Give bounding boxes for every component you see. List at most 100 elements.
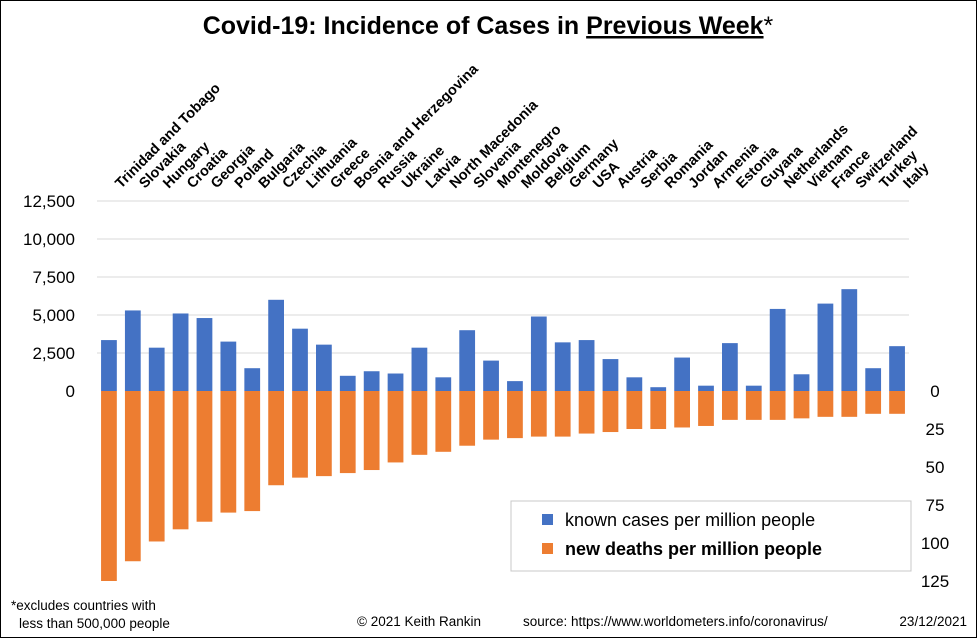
cases-bar	[459, 330, 476, 391]
deaths-bar	[769, 391, 786, 420]
deaths-bar	[698, 391, 714, 426]
cases-bar	[148, 347, 165, 391]
deaths-bar	[865, 391, 882, 414]
cases-bar	[841, 289, 858, 391]
footnote-line-1: *excludes countries with	[11, 598, 156, 613]
right-axis-ticks: 0 25 50 75 100 125	[921, 382, 949, 591]
left-axis-tick-label: 7,500	[32, 268, 75, 287]
gridlines	[97, 200, 909, 354]
bars	[101, 289, 905, 581]
deaths-bar	[650, 391, 667, 429]
deaths-bar	[268, 391, 284, 486]
legend-swatch-cases	[542, 514, 553, 525]
cases-bar	[292, 328, 308, 391]
deaths-bar	[196, 391, 213, 522]
left-axis-tick-label: 10,000	[23, 230, 75, 249]
cases-bar	[387, 373, 404, 391]
deaths-bar	[578, 391, 595, 434]
cases-bar	[722, 343, 738, 391]
right-axis-tick-label: 75	[926, 496, 945, 515]
cases-bar	[602, 359, 619, 391]
deaths-bar	[244, 391, 261, 512]
source-text: source: https://www.worldometers.info/co…	[523, 614, 828, 629]
deaths-bar	[459, 391, 476, 446]
cases-bar	[507, 381, 523, 391]
cases-bar	[745, 385, 762, 391]
deaths-bar	[507, 391, 523, 439]
cases-bar	[172, 313, 189, 391]
deaths-bar	[722, 391, 738, 420]
deaths-bar	[841, 391, 858, 417]
cases-bar	[793, 374, 810, 391]
deaths-bar	[674, 391, 690, 428]
cases-bar	[626, 377, 643, 391]
left-axis-ticks: 0 2,500 5,000 7,500 10,000 12,500	[23, 192, 75, 401]
cases-bar	[530, 316, 547, 391]
cases-bar	[220, 341, 237, 391]
cases-bar	[124, 310, 141, 391]
deaths-bar	[101, 391, 117, 581]
deaths-bar	[793, 391, 810, 419]
deaths-bar	[292, 391, 308, 478]
cases-bar	[889, 346, 905, 391]
category-labels: Trinidad and TobagoSlovakiaHungaryCroati…	[112, 61, 932, 192]
cases-bar	[698, 385, 714, 391]
cases-bar	[244, 368, 261, 391]
legend-label-deaths: new deaths per million people	[565, 539, 822, 559]
cases-bar	[554, 342, 571, 391]
cases-bar	[769, 308, 786, 391]
left-axis-tick-label: 0	[66, 382, 75, 401]
right-axis-tick-label: 0	[930, 382, 939, 401]
deaths-bar	[172, 391, 189, 530]
cases-bar	[865, 368, 882, 391]
deaths-bar	[339, 391, 356, 474]
deaths-bar	[387, 391, 404, 463]
cases-bar	[101, 340, 117, 391]
deaths-bar	[316, 391, 332, 477]
deaths-bar	[148, 391, 165, 542]
cases-bar	[650, 387, 667, 391]
chart-title: Covid-19: Incidence of Cases in Previous…	[203, 12, 774, 40]
cases-bar	[196, 318, 213, 391]
cases-bar	[316, 344, 332, 391]
legend-swatch-deaths	[542, 543, 553, 554]
right-axis-tick-label: 125	[921, 572, 949, 591]
cases-bar	[339, 375, 356, 391]
footnote-line-2: less than 500,000 people	[19, 616, 170, 631]
deaths-bar	[626, 391, 643, 429]
right-axis-tick-label: 100	[921, 534, 949, 553]
deaths-bar	[889, 391, 905, 414]
chart-title-underlined: Previous Week	[586, 12, 764, 40]
cases-bar	[817, 303, 834, 391]
chart-title-main: Covid-19: Incidence of Cases in	[203, 12, 586, 40]
deaths-bar	[817, 391, 834, 417]
deaths-bar	[363, 391, 380, 471]
cases-bar	[578, 340, 595, 391]
cases-bar	[268, 299, 284, 391]
legend-label-cases: known cases per million people	[565, 510, 815, 530]
right-axis-tick-label: 25	[926, 420, 945, 439]
left-axis-tick-label: 5,000	[32, 306, 75, 325]
cases-bar	[483, 360, 499, 391]
left-axis-tick-label: 2,500	[32, 344, 75, 363]
credit-text: © 2021 Keith Rankin	[357, 614, 481, 629]
legend: known cases per million people new death…	[510, 500, 912, 572]
deaths-bar	[745, 391, 762, 420]
chart-title-asterisk: *	[764, 12, 774, 40]
cases-bar	[674, 357, 690, 391]
deaths-bar	[530, 391, 547, 437]
right-axis-tick-label: 50	[926, 458, 945, 477]
deaths-bar	[124, 391, 141, 562]
legend-box	[510, 500, 912, 572]
left-axis-tick-label: 12,500	[23, 192, 75, 211]
deaths-bar	[483, 391, 499, 440]
cases-bar	[435, 377, 452, 391]
deaths-bar	[554, 391, 571, 437]
deaths-bar	[411, 391, 428, 455]
cases-bar	[411, 347, 428, 391]
deaths-bar	[220, 391, 237, 513]
cases-bar	[363, 371, 380, 391]
deaths-bar	[435, 391, 452, 452]
